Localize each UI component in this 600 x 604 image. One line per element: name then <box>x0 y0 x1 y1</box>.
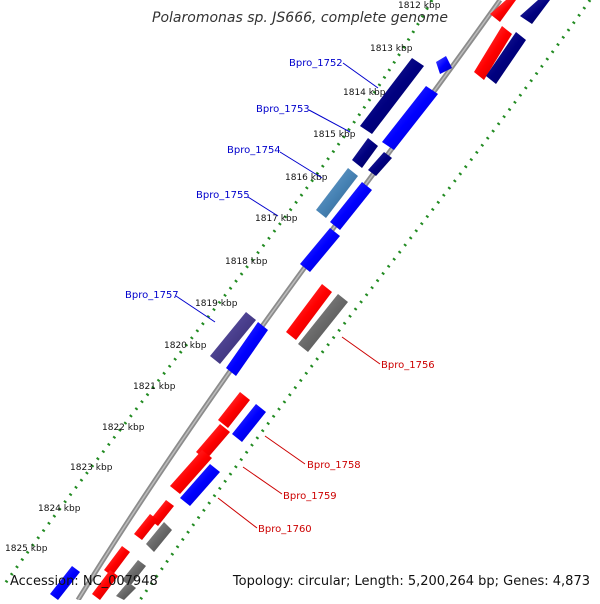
gene-feature-bpro-1759[interactable] <box>180 464 220 506</box>
tick-label: 1818 kbp <box>225 257 268 267</box>
gene-feature[interactable] <box>122 560 146 586</box>
gene-feature[interactable] <box>218 392 250 428</box>
gene-label-bpro-1753[interactable]: Bpro_1753 <box>256 104 310 115</box>
gene-feature[interactable] <box>436 56 452 74</box>
gene-feature[interactable] <box>474 26 512 80</box>
tick-label: 1823 kbp <box>70 463 113 473</box>
gene-label-bpro-1754[interactable]: Bpro_1754 <box>227 145 281 156</box>
gene-feature[interactable] <box>226 322 268 376</box>
gene-feature[interactable] <box>486 32 526 84</box>
gene-feature[interactable] <box>92 570 118 600</box>
gene-features-forward <box>50 56 452 600</box>
gene-feature-bpro-1760[interactable] <box>146 522 172 552</box>
gene-feature-bpro-1754[interactable] <box>316 168 358 218</box>
gene-feature[interactable] <box>520 0 550 24</box>
tick-label: 1822 kbp <box>102 423 145 433</box>
leader-lines <box>175 62 381 529</box>
gene-feature[interactable] <box>196 424 230 460</box>
gene-label-bpro-1757[interactable]: Bpro_1757 <box>125 290 179 301</box>
gene-feature[interactable] <box>298 294 348 352</box>
gene-feature-bpro-1758[interactable] <box>232 404 266 442</box>
gene-feature[interactable] <box>330 182 372 230</box>
gene-label-bpro-1760[interactable]: Bpro_1760 <box>258 524 312 535</box>
gene-feature[interactable] <box>352 138 378 168</box>
inner-tick-ring <box>138 0 592 601</box>
genome-backbone-highlight <box>77 0 501 601</box>
tick-label: 1825 kbp <box>5 544 48 554</box>
gene-feature-bpro-1756[interactable] <box>286 284 332 340</box>
gene-feature-bpro-1755[interactable] <box>300 228 340 272</box>
tick-label: 1816 kbp <box>285 173 328 183</box>
gene-label-bpro-1758[interactable]: Bpro_1758 <box>307 460 361 471</box>
tick-label: 1820 kbp <box>164 341 207 351</box>
accession-label: Accession: NC_007948 <box>10 574 158 589</box>
gene-label-bpro-1755[interactable]: Bpro_1755 <box>196 190 250 201</box>
tick-labels: 1812 kbp 1813 kbp 1814 kbp 1815 kbp 1816… <box>5 1 441 554</box>
tick-label: 1821 kbp <box>133 382 176 392</box>
gene-feature-bpro-1752[interactable] <box>360 58 424 134</box>
tick-label: 1812 kbp <box>398 1 441 11</box>
gene-feature[interactable] <box>490 0 516 22</box>
gene-label-bpro-1756[interactable]: Bpro_1756 <box>381 360 435 371</box>
tick-label: 1819 kbp <box>195 299 238 309</box>
gene-feature[interactable] <box>104 546 130 576</box>
gene-label-bpro-1759[interactable]: Bpro_1759 <box>283 491 337 502</box>
gene-feature[interactable] <box>170 450 212 494</box>
tick-label: 1813 kbp <box>370 44 413 54</box>
tick-label: 1817 kbp <box>255 214 298 224</box>
outer-tick-ring <box>2 0 434 586</box>
gene-feature[interactable] <box>368 152 392 176</box>
tick-label: 1814 kbp <box>343 88 386 98</box>
genome-title: Polaromonas sp. JS666, complete genome <box>152 10 448 26</box>
tick-label: 1824 kbp <box>38 504 81 514</box>
gene-feature-bpro-1757[interactable] <box>210 312 256 364</box>
gene-features-reverse <box>286 0 550 352</box>
gene-label-bpro-1752[interactable]: Bpro_1752 <box>289 58 343 69</box>
gene-feature-bpro-1753[interactable] <box>382 86 438 150</box>
gene-feature[interactable] <box>50 566 80 600</box>
genome-summary: Topology: circular; Length: 5,200,264 bp… <box>232 574 590 589</box>
tick-label: 1815 kbp <box>313 130 356 140</box>
gene-feature[interactable] <box>116 582 136 600</box>
gene-feature[interactable] <box>134 514 158 540</box>
